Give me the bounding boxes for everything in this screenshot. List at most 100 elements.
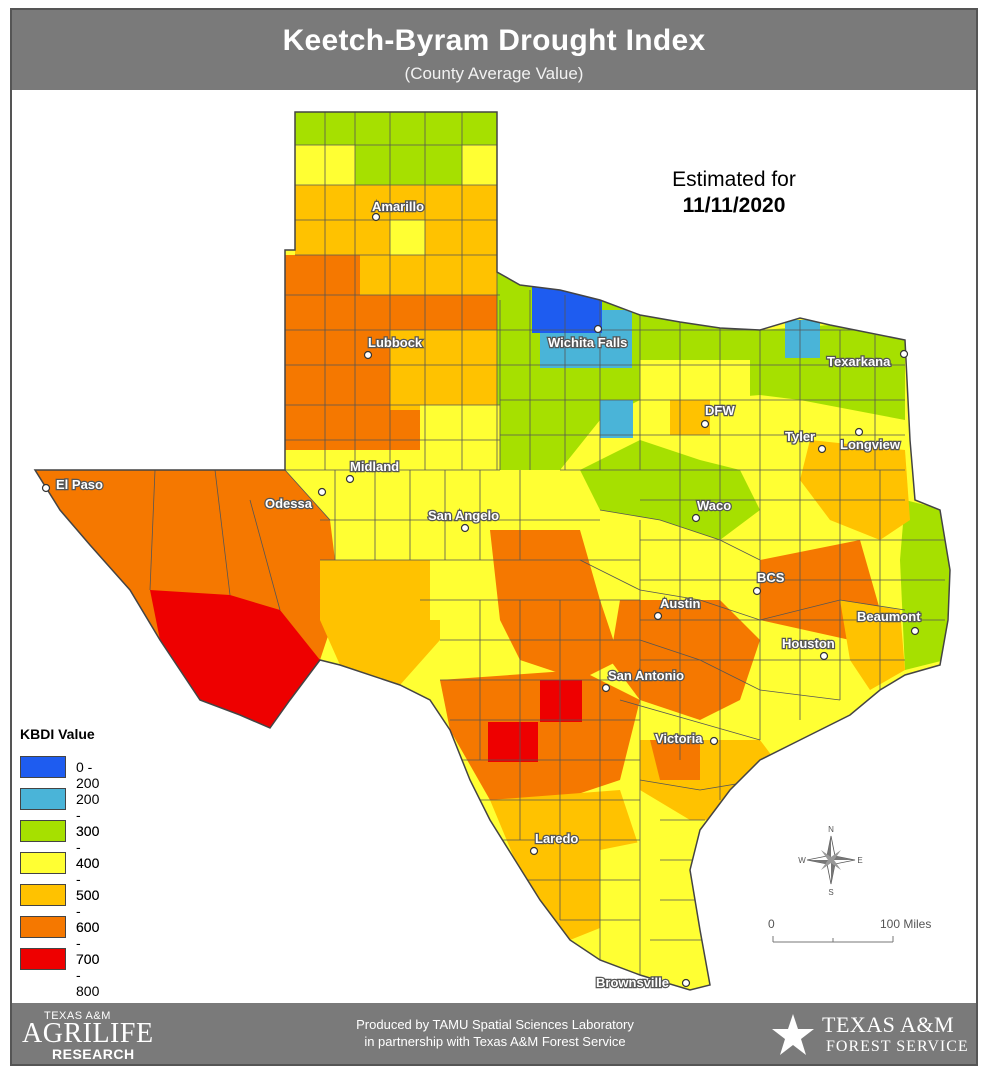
estimate-block: Estimated for 11/11/2020 [634,168,834,218]
agrilife-top: TEXAS A&M [44,1010,111,1022]
city-label: Austin [660,596,701,611]
zone-dfw-500 [670,400,710,435]
city-label: Waco [697,498,731,513]
legend-label: 400 - 500 [76,855,100,903]
city-label: San Antonio [608,668,684,683]
zone-panhandle-yellow-b [462,145,497,185]
zone-south-plains-500-b [390,330,500,410]
legend-swatch [20,852,66,874]
legend-label: 200 - 300 [76,791,100,839]
compass-s: S [828,888,833,897]
compass-e: E [857,856,862,865]
legend-label: 300 - 400 [76,823,100,871]
agrilife-bottom: RESEARCH [52,1046,135,1062]
city-label: Victoria [655,731,703,746]
zone-east-500 [800,440,910,540]
city-midland: Midland [345,458,400,484]
zone-north-yellow [640,360,750,400]
city-label: Wichita Falls [548,335,627,350]
scale-bar [772,936,894,943]
compass-n: N [828,825,834,834]
city-victoria: Victoria [654,730,719,747]
zone-200-300-d [785,320,820,358]
county-fills [35,112,950,990]
city-bcs: BCS [752,569,786,596]
legend-item: 400 - 500 [20,852,99,903]
legend-swatch [20,788,66,810]
city-label: Tyler [785,429,815,444]
city-label: Laredo [535,831,578,846]
city-beaumont: Beaumont [856,608,922,636]
credit-line-2: in partnership with Texas A&M Forest Ser… [364,1034,626,1049]
city-dfw: DFW [700,402,737,429]
zone-central-green [580,440,760,540]
legend: KBDI Value 0 - 200 200 - 300 300 - 400 4… [20,726,99,999]
city-label: Lubbock [368,335,423,350]
compass-w: W [798,856,806,865]
legend-swatch [20,756,66,778]
legend-title: KBDI Value [20,726,95,742]
city-label: Brownsville [596,975,669,990]
legend-swatch [20,820,66,842]
zone-central-west-yellow [420,405,500,470]
city-label: San Angelo [428,508,499,523]
zone-700-800-a [540,680,582,722]
forest-service-logo: TEXAS A&M FOREST SERVICE [770,1012,970,1058]
estimate-label: Estimated for [672,168,796,191]
city-label: Odessa [265,496,313,511]
zone-200-300-c [600,400,633,438]
legend-label: 600 - 700 [76,919,100,967]
map-subtitle: (County Average Value) [404,64,584,83]
county-grid [35,112,945,980]
zone-edwards-400 [430,560,490,620]
city-longview: Longview [839,427,902,453]
zone-south-plains-500-a [360,255,500,295]
zone-east-green [900,500,950,670]
texas-outline [33,111,951,991]
zone-south-600 [440,670,640,800]
city-wichita-falls: Wichita Falls [547,324,629,351]
zone-200-300-a [540,333,602,368]
forest-bottom: FOREST SERVICE [826,1038,969,1055]
zone-edwards-500 [320,560,440,685]
city-san-antonio: San Antonio [601,667,685,693]
city-label: Amarillo [372,199,424,214]
city-waco: Waco [691,497,732,523]
city-laredo: Laredo [529,830,580,856]
zone-beaumont-500 [840,600,905,690]
city-markers: Amarillo Lubbock Wichita Falls Texarkana… [41,198,922,991]
agrilife-mid: AGRILIFE [22,1018,154,1049]
city-label: DFW [705,403,735,418]
city-label: Texarkana [827,354,891,369]
city-texarkana: Texarkana [826,349,909,370]
city-label: Longview [840,437,901,452]
city-lubbock: Lubbock [363,334,424,360]
city-label: El Paso [56,477,103,492]
agrilife-logo: TEXAS A&M AGRILIFE RESEARCH [22,1010,154,1062]
legend-item: 700 - 800 [20,948,99,999]
legend-swatch [20,916,66,938]
city-label: Midland [350,459,399,474]
credit-line-1: Produced by TAMU Spatial Sciences Labora… [356,1017,634,1032]
star-icon [772,1014,814,1055]
city-san-angelo: San Angelo [427,507,500,533]
legend-swatch [20,948,66,970]
compass-rose-icon: N S E W [798,825,862,897]
zone-700-800-b [488,722,538,762]
legend-item: 0 - 200 [20,756,99,791]
city-houston: Houston [781,635,836,661]
legend-item: 300 - 400 [20,820,99,871]
zone-valley-400 [600,830,710,985]
scale-start-label: 0 [768,917,775,931]
legend-item: 500 - 600 [20,884,99,935]
scale-end-label: 100 Miles [880,917,932,931]
map-title: Keetch-Byram Drought Index [282,24,706,57]
forest-top: TEXAS A&M [822,1012,955,1037]
legend-item: 200 - 300 [20,788,99,839]
city-tyler: Tyler [784,428,827,454]
city-label: BCS [757,570,785,585]
zone-hill-600 [490,530,620,680]
legend-item: 600 - 700 [20,916,99,967]
city-el-paso: El Paso [41,476,104,493]
